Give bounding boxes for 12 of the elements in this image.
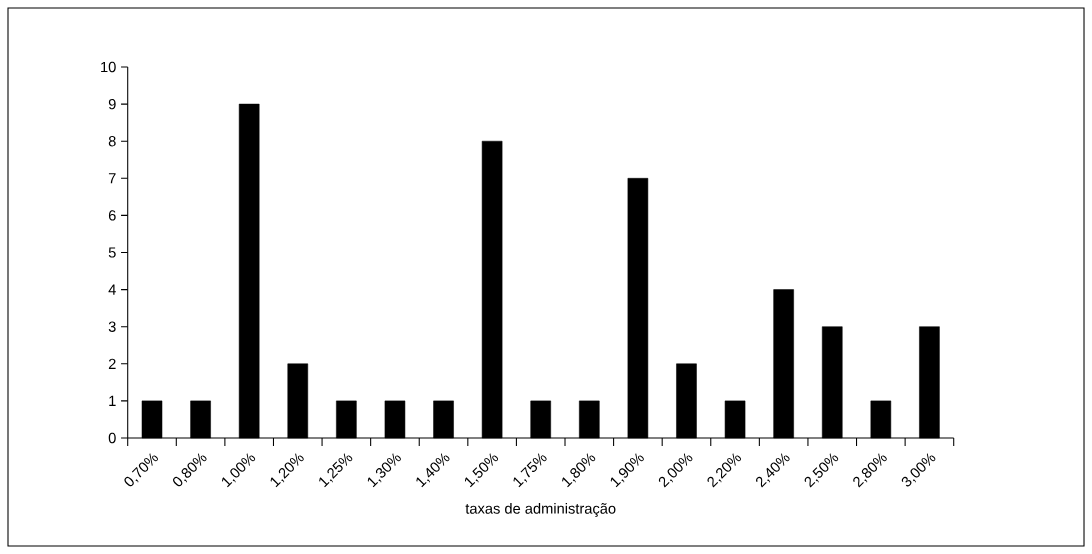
y-tick-label: 3 bbox=[108, 321, 116, 332]
y-tick-label: 8 bbox=[108, 136, 116, 147]
y-tick-label: 4 bbox=[108, 284, 116, 295]
y-tick-label: 1 bbox=[109, 395, 116, 406]
y-tick-label: 7 bbox=[108, 173, 116, 184]
y-tick-label: 6 bbox=[108, 210, 116, 221]
x-axis-title: taxas de administração bbox=[465, 502, 616, 517]
y-tick-label: 5 bbox=[108, 247, 116, 258]
y-tick-label: 2 bbox=[108, 358, 116, 369]
y-tick-label: 0 bbox=[108, 432, 116, 444]
y-tick-label: 9 bbox=[108, 98, 116, 110]
y-tick-label: 10 bbox=[101, 61, 116, 73]
